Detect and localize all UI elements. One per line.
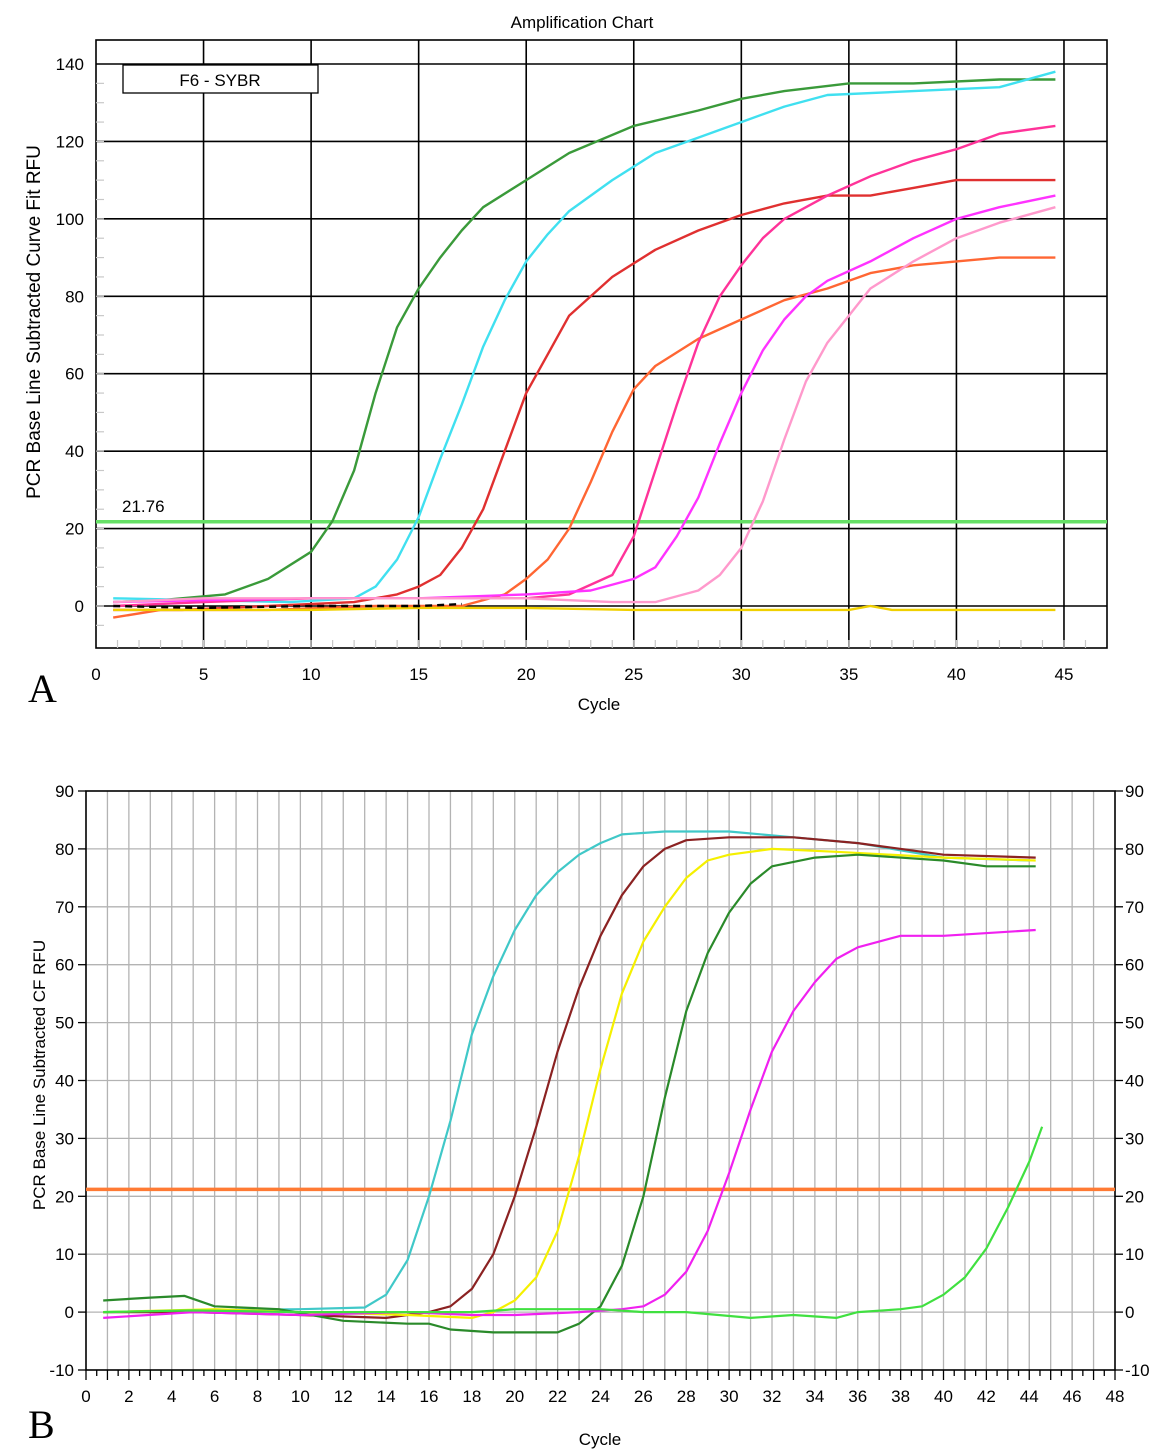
panel-b-letter: B (28, 1402, 55, 1447)
chart-b-axes: 0 2 4 6 8 10 12 14 16 18 20 22 24 26 28 30 32 34 36 38 40 42 4… (49, 782, 1149, 1406)
chart-b-y-tick-label-right: -10 (1125, 1361, 1150, 1380)
chart-b-x-tick-label: 40 (934, 1387, 953, 1406)
chart-a-x-tick-label: 40 (947, 665, 966, 684)
chart-b-y-tick-label-left: -10 (49, 1361, 74, 1380)
chart-b-series-line (103, 853, 1036, 1334)
chart-a-legend: F6 - SYBR (122, 64, 319, 94)
chart-b-x-tick-label: 8 (253, 1387, 262, 1406)
chart-b-series-line (103, 847, 1036, 1319)
chart-a-x-tick-label: 35 (839, 665, 858, 684)
chart-a-series-line (113, 70, 1056, 604)
chart-b-x-tick-label: 20 (505, 1387, 524, 1406)
chart-b-series-line (103, 836, 1036, 1319)
chart-a-series-line (113, 602, 462, 610)
chart-a-frame (95, 39, 1108, 649)
chart-a-x-tick-label: 30 (732, 665, 751, 684)
chart-b-y-tick-label-left: 20 (55, 1187, 74, 1206)
chart-a-y-tick-label: 40 (65, 442, 84, 461)
chart-a-x-tick-label: 20 (517, 665, 536, 684)
chart-b-x-axis-label: Cycle (579, 1430, 622, 1449)
chart-b-y-tick-label-left: 70 (55, 898, 74, 917)
chart-b-x-tick-label: 28 (677, 1387, 696, 1406)
chart-a-grid (95, 39, 1108, 649)
chart-b-grid (85, 790, 1116, 1371)
chart-b-y-axis-label: PCR Base Line Subtracted CF RFU (30, 940, 49, 1210)
chart-a-series-line (113, 604, 1056, 612)
chart-b-x-tick-label: 18 (462, 1387, 481, 1406)
chart-a-title: Amplification Chart (511, 13, 654, 32)
legend-label: F6 - SYBR (179, 71, 260, 90)
chart-b-series-line (103, 928, 1036, 1319)
chart-a-series-line (113, 78, 1056, 604)
chart-b-y-tick-label-right: 50 (1125, 1014, 1144, 1033)
chart-b-x-tick-label: 14 (377, 1387, 396, 1406)
chart-b-x-tick-label: 48 (1106, 1387, 1125, 1406)
chart-a-y-axis-label: PCR Base Line Subtracted Curve Fit RFU (24, 145, 45, 499)
chart-a-series-line (113, 178, 1056, 612)
chart-b-y-tick-label-right: 30 (1125, 1129, 1144, 1148)
panel-a-letter: A (28, 666, 57, 711)
chart-a-axes: 0 5 10 15 20 25 30 35 40 45 0 20 40 60 80 100 120 140 (56, 55, 1074, 684)
chart-a-x-tick-label: 0 (91, 665, 100, 684)
chart-a-x-tick-label: 25 (624, 665, 643, 684)
chart-b-x-tick-label: 6 (210, 1387, 219, 1406)
chart-b-y-tick-label-right: 90 (1125, 782, 1144, 801)
chart-b-x-tick-label: 34 (805, 1387, 824, 1406)
threshold-value-label: 21.76 (122, 497, 165, 516)
chart-b-y-tick-label-left: 90 (55, 782, 74, 801)
chart-a-x-tick-label: 15 (409, 665, 428, 684)
chart-b-y-tick-label-left: 10 (55, 1245, 74, 1264)
chart-b-y-tick-label-left: 0 (65, 1303, 74, 1322)
panel-b-chart: 0 2 4 6 8 10 12 14 16 18 20 22 24 26 28 30 32 34 36 38 40 42 4… (28, 782, 1150, 1449)
chart-b-y-tick-label-right: 70 (1125, 898, 1144, 917)
chart-a-y-tick-label: 80 (65, 287, 84, 306)
chart-b-x-tick-label: 26 (634, 1387, 653, 1406)
chart-b-x-tick-label: 4 (167, 1387, 176, 1406)
legend-box (122, 64, 319, 94)
chart-b-y-tick-label-right: 20 (1125, 1187, 1144, 1206)
chart-b-x-tick-label: 46 (1063, 1387, 1082, 1406)
chart-b-x-tick-label: 44 (1020, 1387, 1039, 1406)
chart-b-y-tick-label-right: 60 (1125, 956, 1144, 975)
chart-b-x-tick-label: 10 (291, 1387, 310, 1406)
chart-a-y-tick-label: 100 (56, 210, 84, 229)
chart-a-series-line (113, 194, 1056, 604)
chart-b-y-tick-label-left: 80 (55, 840, 74, 859)
chart-b-series (86, 830, 1115, 1334)
chart-b-y-tick-label-right: 0 (1125, 1303, 1134, 1322)
chart-a-x-tick-label: 5 (199, 665, 208, 684)
chart-b-x-tick-label: 16 (420, 1387, 439, 1406)
chart-a-y-tick-label: 120 (56, 132, 84, 151)
chart-a-x-tick-label: 45 (1055, 665, 1074, 684)
chart-a-series (96, 70, 1107, 619)
chart-b-y-tick-label-right: 80 (1125, 840, 1144, 859)
chart-b-x-tick-label: 22 (548, 1387, 567, 1406)
chart-b-x-tick-label: 36 (848, 1387, 867, 1406)
chart-b-y-tick-label-left: 30 (55, 1129, 74, 1148)
chart-a-series-line (113, 206, 1056, 604)
chart-b-x-tick-label: 42 (977, 1387, 996, 1406)
chart-b-y-tick-label-left: 60 (55, 956, 74, 975)
chart-a-y-tick-label: 140 (56, 55, 84, 74)
chart-b-x-tick-label: 30 (720, 1387, 739, 1406)
chart-a-x-axis-label: Cycle (578, 695, 621, 714)
chart-b-x-tick-label: 38 (891, 1387, 910, 1406)
chart-a-y-tick-label: 20 (65, 520, 84, 539)
panel-a-chart: Amplification Chart 0 5 10 15 20 25 30 35 40 45 0 2… (24, 13, 1108, 714)
chart-b-y-tick-label-right: 10 (1125, 1245, 1144, 1264)
chart-b-x-tick-label: 0 (81, 1387, 90, 1406)
chart-b-x-tick-label: 2 (124, 1387, 133, 1406)
chart-b-series-line (103, 830, 1030, 1314)
chart-b-y-tick-label-left: 40 (55, 1072, 74, 1091)
chart-b-x-tick-label: 12 (334, 1387, 353, 1406)
chart-a-x-tick-label: 10 (302, 665, 321, 684)
chart-a-y-tick-label: 60 (65, 365, 84, 384)
chart-b-series-line (103, 1126, 1044, 1319)
chart-b-y-tick-label-right: 40 (1125, 1072, 1144, 1091)
chart-a-y-tick-label: 0 (75, 597, 84, 616)
chart-b-y-tick-label-left: 50 (55, 1014, 74, 1033)
chart-b-x-tick-label: 24 (591, 1387, 610, 1406)
chart-b-x-tick-label: 32 (763, 1387, 782, 1406)
